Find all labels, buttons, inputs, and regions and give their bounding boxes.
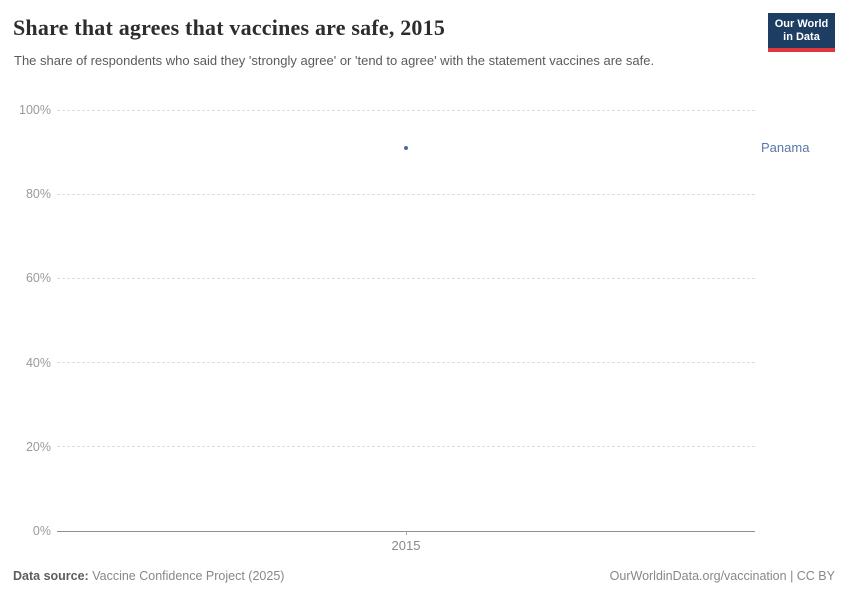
data-source-text: Vaccine Confidence Project (2025)	[88, 569, 285, 583]
data-source-note: Data source: Vaccine Confidence Project …	[13, 569, 284, 583]
owid-logo-text: Our World in Data	[768, 13, 835, 48]
owid-logo-line1: Our World	[774, 17, 829, 30]
owid-logo: Our World in Data	[768, 13, 835, 52]
license-note: OurWorldinData.org/vaccination | CC BY	[609, 569, 835, 583]
entity-label-panama[interactable]: Panama	[761, 139, 810, 155]
gridline	[57, 109, 755, 111]
gridline	[57, 446, 755, 448]
owid-logo-red-bar	[768, 48, 835, 52]
y-axis-tick-label: 40%	[25, 355, 51, 370]
y-axis-tick-label: 20%	[25, 439, 51, 454]
gridline	[57, 362, 755, 364]
y-axis-tick-label: 100%	[19, 103, 51, 117]
x-axis-tick-label: 2015	[391, 538, 421, 553]
chart-footer: Data source: Vaccine Confidence Project …	[13, 569, 835, 583]
chart-title: Share that agrees that vaccines are safe…	[13, 15, 446, 40]
data-source-label: Data source:	[13, 569, 89, 583]
gridline	[57, 193, 755, 195]
y-axis-tick-label: 80%	[25, 187, 51, 202]
y-axis-tick-label: 0%	[32, 524, 51, 538]
y-axis-tick-label: 60%	[25, 271, 51, 286]
owid-logo-line2: in Data	[783, 30, 820, 43]
gridline	[57, 277, 755, 279]
data-point-panama[interactable]	[404, 145, 408, 150]
chart-subtitle: The share of respondents who said they '…	[14, 53, 655, 68]
x-axis-tick	[406, 531, 407, 535]
